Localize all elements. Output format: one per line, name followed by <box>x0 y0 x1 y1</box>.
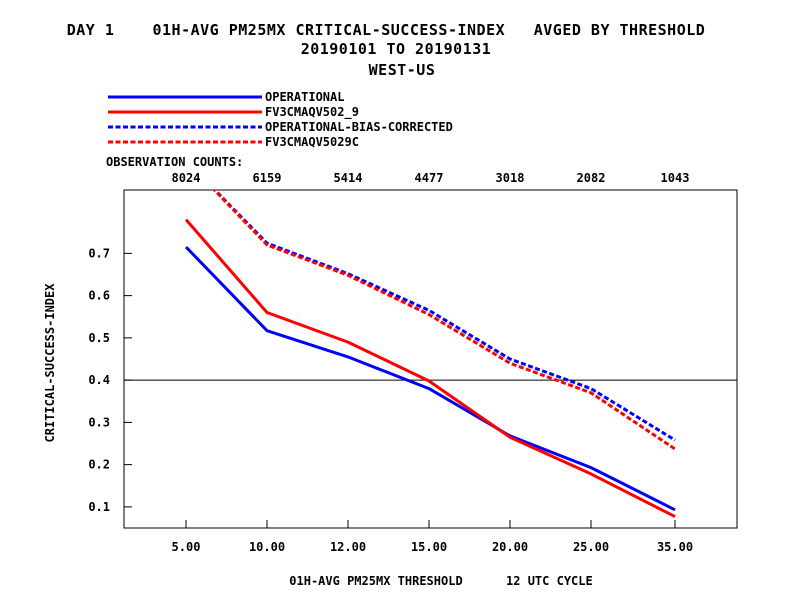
plot-frame <box>123 189 738 529</box>
y-tick-label: 0.1 <box>88 500 110 514</box>
x-tick-label: 15.00 <box>411 540 447 554</box>
x-axis-label: 01H-AVG PM25MX THRESHOLD 12 UTC CYCLE <box>289 574 592 588</box>
observation-counts: 8024 6159 5414 4477 3018 2082 1043 <box>172 171 690 185</box>
observation-count: 1043 <box>661 171 690 185</box>
series-lines <box>184 190 676 518</box>
observation-count: 8024 <box>172 171 201 185</box>
x-tick-label: 12.00 <box>330 540 366 554</box>
y-tick-label: 0.5 <box>88 331 110 345</box>
series-line-fv3cmaqv502-9 <box>184 218 676 518</box>
legend-label: OPERATIONAL <box>265 90 344 104</box>
y-tick-label: 0.2 <box>88 458 110 472</box>
x-axis-ticks: 5.00 10.00 12.00 15.00 20.00 25.00 35.00 <box>172 520 693 554</box>
series-line-fv3cmaqv5029c <box>212 190 676 451</box>
observation-count: 2082 <box>577 171 606 185</box>
observation-count: 4477 <box>415 171 444 185</box>
x-tick-label: 5.00 <box>172 540 201 554</box>
y-tick-label: 0.7 <box>88 246 110 260</box>
legend-label: FV3CMAQV5029C <box>265 135 359 149</box>
x-tick-label: 20.00 <box>492 540 528 554</box>
observation-count: 6159 <box>253 171 282 185</box>
legend-label: FV3CMAQV502_9 <box>265 105 359 120</box>
chart-date-range: 20190101 TO 20190131 <box>301 40 492 58</box>
chart-region: WEST-US <box>369 61 436 79</box>
legend-label: OPERATIONAL-BIAS-CORRECTED <box>265 120 453 134</box>
observation-counts-label: OBSERVATION COUNTS: <box>106 155 243 169</box>
x-tick-label: 35.00 <box>657 540 693 554</box>
series-line-operational-bias-corrected <box>212 190 676 442</box>
observation-count: 5414 <box>334 171 363 185</box>
legend: OPERATIONALFV3CMAQV502_9OPERATIONAL-BIAS… <box>108 90 453 149</box>
y-tick-label: 0.6 <box>88 289 110 303</box>
x-tick-label: 25.00 <box>573 540 609 554</box>
y-axis-label: CRITICAL-SUCCESS-INDEX <box>43 283 57 443</box>
chart-title: DAY 1 01H-AVG PM25MX CRITICAL-SUCCESS-IN… <box>67 21 706 39</box>
observation-count: 3018 <box>496 171 525 185</box>
x-tick-label: 10.00 <box>249 540 285 554</box>
y-axis-ticks: 0.1 0.2 0.3 0.4 0.5 0.6 0.7 <box>88 246 132 514</box>
y-tick-label: 0.4 <box>88 373 110 387</box>
series-line-operational <box>184 245 676 512</box>
y-tick-label: 0.3 <box>88 415 110 429</box>
